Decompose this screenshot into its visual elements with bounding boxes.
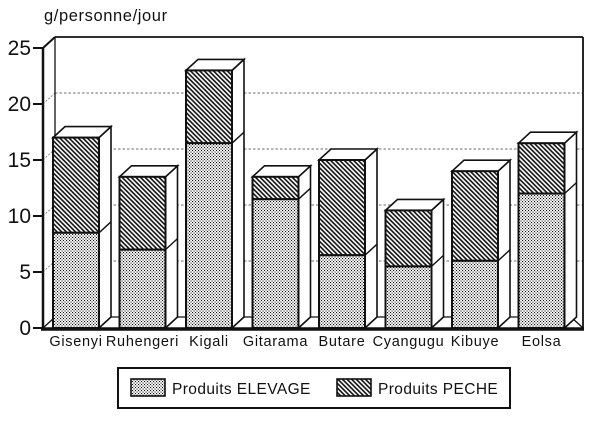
x-axis-label-kibuye: Kibuye <box>451 334 500 350</box>
bars <box>50 57 579 330</box>
bar-ruhengeri <box>117 163 180 330</box>
legend-swatch-peche <box>336 378 372 397</box>
x-axis-label-kigali: Kigali <box>189 334 229 350</box>
bar-side-split-line <box>431 254 444 267</box>
x-axis-label-ruhengeri: Ruhengeri <box>106 334 179 350</box>
bar-side-split-line <box>564 182 577 195</box>
bar-kigali <box>183 57 247 330</box>
y-tick-label-25: 25 <box>8 37 31 60</box>
legend-label-elevage: Produits ELEVAGE <box>172 381 311 398</box>
bar-side-face <box>563 130 578 330</box>
segment-elevage <box>384 265 433 329</box>
x-axis-label-eolsa: Eolsa <box>522 334 562 350</box>
y-tick-label-20: 20 <box>8 93 31 116</box>
segment-elevage <box>52 231 100 329</box>
bar-side-split-line <box>298 187 311 200</box>
bar-side-face <box>164 163 179 330</box>
segment-peche <box>251 175 300 201</box>
segment-elevage <box>517 192 566 329</box>
y-axis: 0 5 10 15 20 25 <box>8 37 43 340</box>
bar-side-face <box>364 147 378 330</box>
segment-elevage <box>451 259 499 329</box>
y-tick-label-5: 5 <box>19 261 31 284</box>
x-axis-label-butare: Butare <box>319 334 366 350</box>
bar-butare <box>316 147 380 330</box>
bar-gitarama <box>250 163 313 330</box>
x-axis-label-gisenyi: Gisenyi <box>49 334 102 350</box>
bar-side-split-line <box>165 238 178 251</box>
segment-elevage <box>251 198 300 329</box>
legend-box <box>117 367 511 409</box>
segment-elevage <box>185 142 233 329</box>
segment-peche <box>451 170 499 262</box>
legend-swatch-elevage <box>130 378 166 397</box>
y-tick-label-10: 10 <box>8 205 31 228</box>
bar-cyangugu <box>383 197 446 330</box>
bar-side-split-line <box>98 221 112 234</box>
legend-label-peche: Produits PECHE <box>378 381 498 398</box>
segment-elevage <box>318 254 366 329</box>
segment-elevage <box>118 248 167 330</box>
frame-topleft-diagonal <box>42 36 56 49</box>
x-axis-label-gitarama: Gitarama <box>243 334 308 350</box>
legend: Produits ELEVAGE Produits PECHE <box>117 367 511 409</box>
segment-peche <box>384 209 433 268</box>
bar-kibuye <box>449 158 513 330</box>
bar-eolsa <box>516 130 579 330</box>
bar-gisenyi <box>50 124 114 330</box>
grid-wedge-10 <box>42 204 56 217</box>
y-tick-label-15: 15 <box>8 149 31 172</box>
segment-peche <box>118 175 167 251</box>
bar-side-split-line <box>364 243 378 256</box>
bar-side-face <box>430 197 445 330</box>
chart-title: g/personne/jour <box>44 7 168 25</box>
bar-side-split-line <box>497 249 511 262</box>
x-axis-label-cyangugu: Cyangugu <box>373 334 445 350</box>
bar-side-split-line <box>231 131 245 144</box>
grid-wedge-15 <box>42 148 56 161</box>
segment-peche <box>517 142 566 195</box>
bar-side-face <box>497 158 511 330</box>
grid-wedge-20 <box>42 92 56 105</box>
y-tick-label-0: 0 <box>19 317 31 340</box>
segment-peche <box>185 69 233 145</box>
segment-peche <box>318 159 366 257</box>
bar-side-face <box>231 57 245 330</box>
segment-peche <box>52 136 100 234</box>
grid-wedge-5 <box>42 260 56 273</box>
